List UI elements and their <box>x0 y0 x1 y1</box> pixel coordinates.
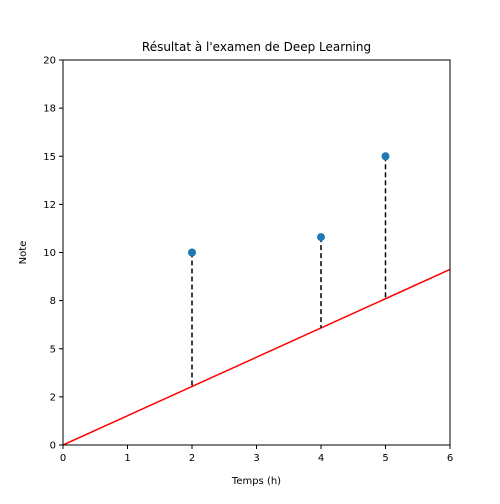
x-tick-label: 0 <box>60 453 66 464</box>
y-axis-label: Note <box>18 241 29 265</box>
y-tick-label: 8 <box>50 296 56 307</box>
y-tick-label: 18 <box>43 104 56 115</box>
chart-title: Résultat à l'examen de Deep Learning <box>142 40 371 54</box>
plot-area <box>63 60 450 445</box>
x-tick-label: 4 <box>318 453 324 464</box>
y-tick-label: 12 <box>43 200 56 211</box>
y-tick-label: 2 <box>50 392 56 403</box>
data-point <box>188 249 196 257</box>
y-tick-label: 20 <box>43 56 56 67</box>
data-point <box>317 233 325 241</box>
x-tick-label: 3 <box>253 453 259 464</box>
x-tick-label: 6 <box>447 453 453 464</box>
x-tick-label: 1 <box>124 453 130 464</box>
x-axis-label: Temps (h) <box>231 476 281 487</box>
data-point <box>382 152 390 160</box>
y-tick-label: 0 <box>50 441 56 452</box>
y-tick-label: 15 <box>43 152 56 163</box>
y-tick-label: 5 <box>50 344 56 355</box>
x-tick-label: 5 <box>382 453 388 464</box>
x-tick-label: 2 <box>189 453 195 464</box>
y-tick-label: 10 <box>43 248 56 259</box>
